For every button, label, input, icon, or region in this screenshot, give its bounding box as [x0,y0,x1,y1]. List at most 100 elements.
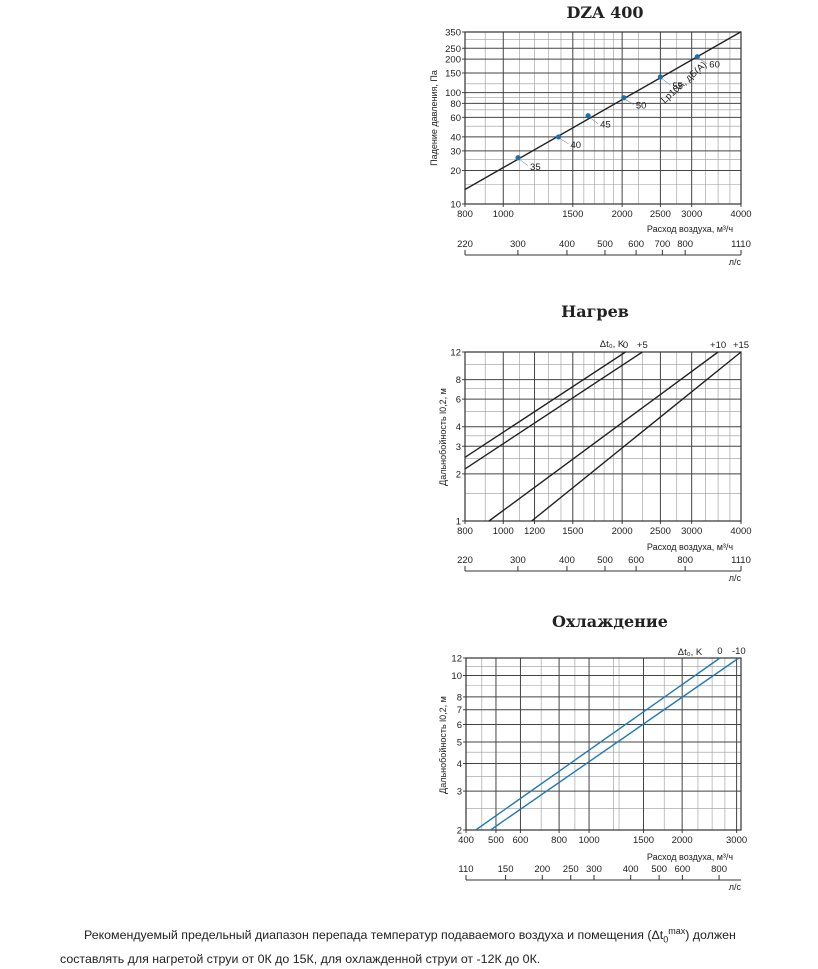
secondary-axis-unit: л/с [729,257,742,267]
series-line [464,31,742,191]
x-tick-label: 500 [488,835,504,846]
secondary-tick-label: 400 [559,239,575,250]
series-label: 0 [623,340,628,351]
y-tick-label: 8 [456,375,461,386]
secondary-tick-label: 500 [597,555,613,566]
series-line [475,657,721,831]
data-point [585,113,591,119]
secondary-axis-unit: л/с [729,882,742,892]
secondary-axis-unit: л/с [729,573,742,583]
data-point [657,74,663,80]
chart1-title: DZA 400 [566,3,644,22]
series-line [531,351,742,522]
x-tick-label: 400 [458,835,474,846]
y-axis-label: Дальнобойность l0,2, м [438,388,448,486]
x-tick-label: 1200 [524,526,545,537]
point-leader [560,138,569,145]
y-tick-label: 350 [445,28,461,39]
footnote: Рекомендуемый предельный диапазон перепа… [60,926,736,966]
data-point [555,134,562,140]
x-axis-label: Расход воздуха, м³/ч [647,224,734,234]
x-tick-label: 1500 [562,526,583,537]
y-tick-label: 100 [445,88,461,99]
y-tick-label: 3 [456,442,461,453]
y-tick-label: 200 [445,55,461,66]
secondary-tick-label: 1110 [731,555,751,566]
secondary-tick-label: 1110 [731,239,751,250]
point-label: 40 [571,140,582,151]
y-tick-label: 12 [450,348,461,359]
secondary-tick-label: 800 [677,239,693,250]
series-line [464,351,643,470]
secondary-tick-label: 220 [457,239,473,250]
y-tick-label: 6 [457,720,462,731]
point-label: 45 [600,120,611,131]
y-tick-label: 40 [450,132,461,143]
secondary-tick-label: 600 [628,555,644,566]
secondary-tick-label: 300 [586,864,602,875]
secondary-tick-label: 300 [510,239,526,250]
data-point [621,95,627,101]
chart2-title: Нагрев [561,302,629,321]
series-label: -10 [732,646,746,657]
secondary-tick-label: 600 [628,239,644,250]
secondary-tick-label: 110 [458,864,473,875]
y-tick-label: 80 [450,99,461,110]
y-tick-label: 3 [457,787,462,798]
secondary-tick-label: 800 [677,555,693,566]
x-tick-label: 1500 [633,835,654,846]
x-tick-label: 1000 [493,209,514,220]
secondary-tick-label: 500 [597,239,613,250]
point-label: 60 [709,60,720,71]
series-line [490,657,740,831]
plot-frame [464,31,742,205]
point-leader [589,117,599,124]
secondary-tick-label: 500 [651,864,667,875]
data-point [694,54,700,60]
secondary-tick-label: 250 [563,864,579,875]
x-tick-label: 600 [513,835,529,846]
x-tick-label: 800 [551,835,567,846]
series-line [464,351,626,458]
y-tick-label: 4 [457,759,462,770]
y-tick-label: 6 [456,395,461,406]
point-leader [519,159,529,166]
y-tick-label: 30 [450,146,461,157]
x-tick-label: 2000 [612,526,633,537]
y-tick-label: 150 [445,68,461,79]
x-tick-label: 3000 [681,526,702,537]
y-tick-label: 12 [451,654,462,665]
x-tick-label: 1500 [562,209,583,220]
point-leader [662,78,671,86]
y-axis-label: Дальнобойность l0,2, м [438,696,448,794]
x-tick-label: 2000 [612,209,633,220]
y-tick-label: 8 [457,692,462,703]
x-tick-label: 4000 [730,526,751,537]
secondary-tick-label: 600 [674,864,690,875]
series-label: +5 [637,340,648,351]
secondary-tick-label: 220 [457,555,473,566]
x-tick-label: 2500 [650,526,671,537]
series-line [488,351,719,522]
y-tick-label: 5 [457,738,462,749]
x-axis-label: Расход воздуха, м³/ч [647,852,734,862]
secondary-tick-label: 400 [623,864,639,875]
secondary-tick-label: 700 [654,239,670,250]
y-tick-label: 4 [456,422,461,433]
point-label: 55 [672,81,683,92]
y-tick-label: 60 [450,113,461,124]
secondary-tick-label: 300 [510,555,526,566]
x-tick-label: 3000 [681,209,702,220]
x-tick-label: 800 [457,209,473,220]
y-tick-label: 7 [457,705,462,716]
x-tick-label: 4000 [730,209,751,220]
plot-frame [465,657,742,831]
y-tick-label: 2 [456,469,461,480]
point-label: 35 [530,162,541,173]
secondary-tick-label: 800 [711,864,727,875]
secondary-tick-label: 200 [534,864,550,875]
series-label: 0 [717,646,722,657]
